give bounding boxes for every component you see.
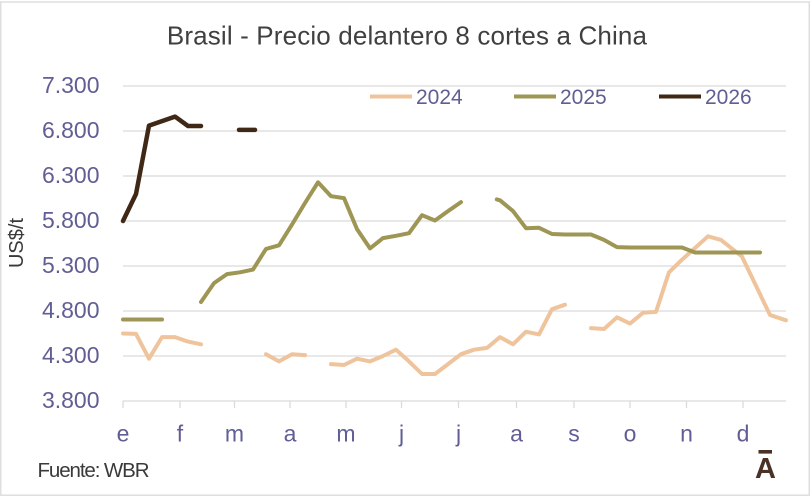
svg-text:n: n — [680, 421, 693, 447]
svg-text:2024: 2024 — [416, 86, 463, 109]
svg-text:6.300: 6.300 — [42, 162, 100, 188]
svg-text:US$/t: US$/t — [6, 218, 28, 268]
svg-text:m: m — [336, 421, 355, 447]
svg-text:6.800: 6.800 — [42, 117, 100, 143]
svg-text:7.300: 7.300 — [42, 72, 100, 98]
svg-text:e: e — [117, 421, 130, 447]
svg-text:j: j — [398, 421, 404, 447]
svg-text:Brasil - Precio delantero 8 co: Brasil - Precio delantero 8 cortes a Chi… — [167, 21, 648, 51]
svg-text:s: s — [568, 421, 580, 447]
svg-text:2026: 2026 — [705, 86, 752, 109]
svg-text:j: j — [455, 421, 461, 447]
svg-text:2025: 2025 — [560, 86, 607, 109]
svg-text:4.800: 4.800 — [42, 297, 100, 323]
svg-text:3.800: 3.800 — [42, 387, 100, 413]
svg-text:Fuente: WBR: Fuente: WBR — [38, 459, 149, 482]
svg-text:A: A — [755, 453, 776, 485]
svg-text:4.300: 4.300 — [42, 342, 100, 368]
svg-text:o: o — [624, 421, 637, 447]
svg-text:f: f — [177, 421, 184, 447]
svg-text:m: m — [225, 421, 244, 447]
svg-text:5.800: 5.800 — [42, 207, 100, 233]
svg-text:d: d — [737, 421, 750, 447]
svg-text:5.300: 5.300 — [42, 252, 100, 278]
svg-text:a: a — [510, 421, 523, 447]
svg-text:a: a — [284, 421, 297, 447]
